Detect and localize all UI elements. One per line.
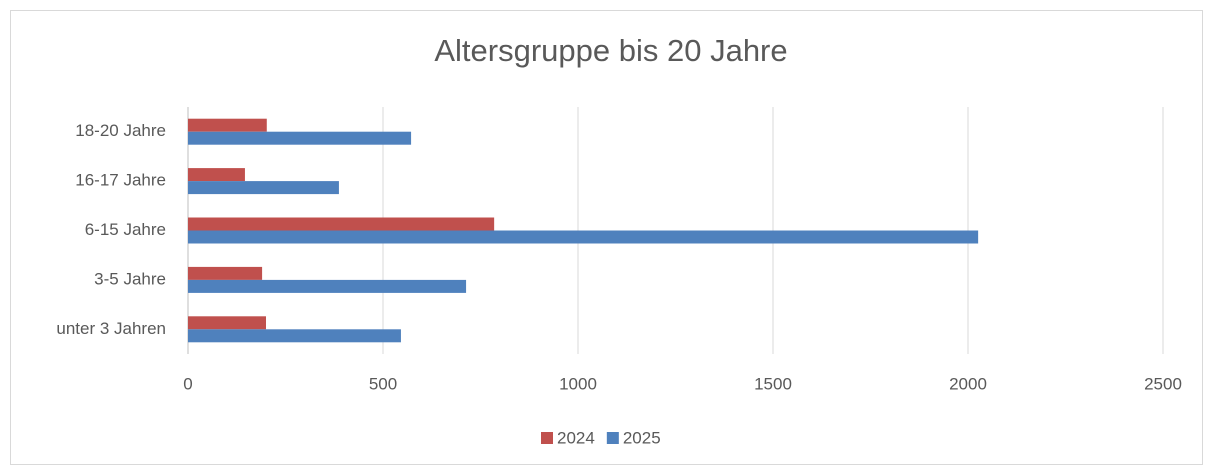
y-tick-label: unter 3 Jahren — [56, 319, 166, 338]
bar — [188, 230, 979, 244]
x-tick-label: 0 — [183, 374, 192, 393]
bar — [188, 168, 245, 182]
y-tick-label: 3-5 Jahre — [94, 269, 166, 288]
legend-label: 2024 — [557, 428, 595, 447]
legend-swatch — [541, 432, 553, 444]
bar — [188, 118, 267, 132]
x-tick-label: 500 — [369, 374, 397, 393]
bar — [188, 131, 412, 145]
y-tick-label: 6-15 Jahre — [85, 220, 166, 239]
x-tick-label: 2000 — [949, 374, 987, 393]
bar — [188, 329, 401, 343]
bar — [188, 316, 266, 330]
x-tick-label: 1500 — [754, 374, 792, 393]
chart-title: Altersgruppe bis 20 Jahre — [434, 33, 787, 68]
y-tick-label: 18-20 Jahre — [75, 121, 166, 140]
bar — [188, 279, 467, 293]
legend-swatch — [606, 432, 619, 444]
bar — [188, 181, 339, 195]
x-tick-label: 1000 — [559, 374, 597, 393]
bar — [188, 217, 495, 231]
bar — [188, 266, 263, 280]
y-tick-label: 16-17 Jahre — [75, 171, 166, 190]
legend-label: 2025 — [623, 428, 661, 447]
x-tick-label: 2500 — [1144, 374, 1182, 393]
